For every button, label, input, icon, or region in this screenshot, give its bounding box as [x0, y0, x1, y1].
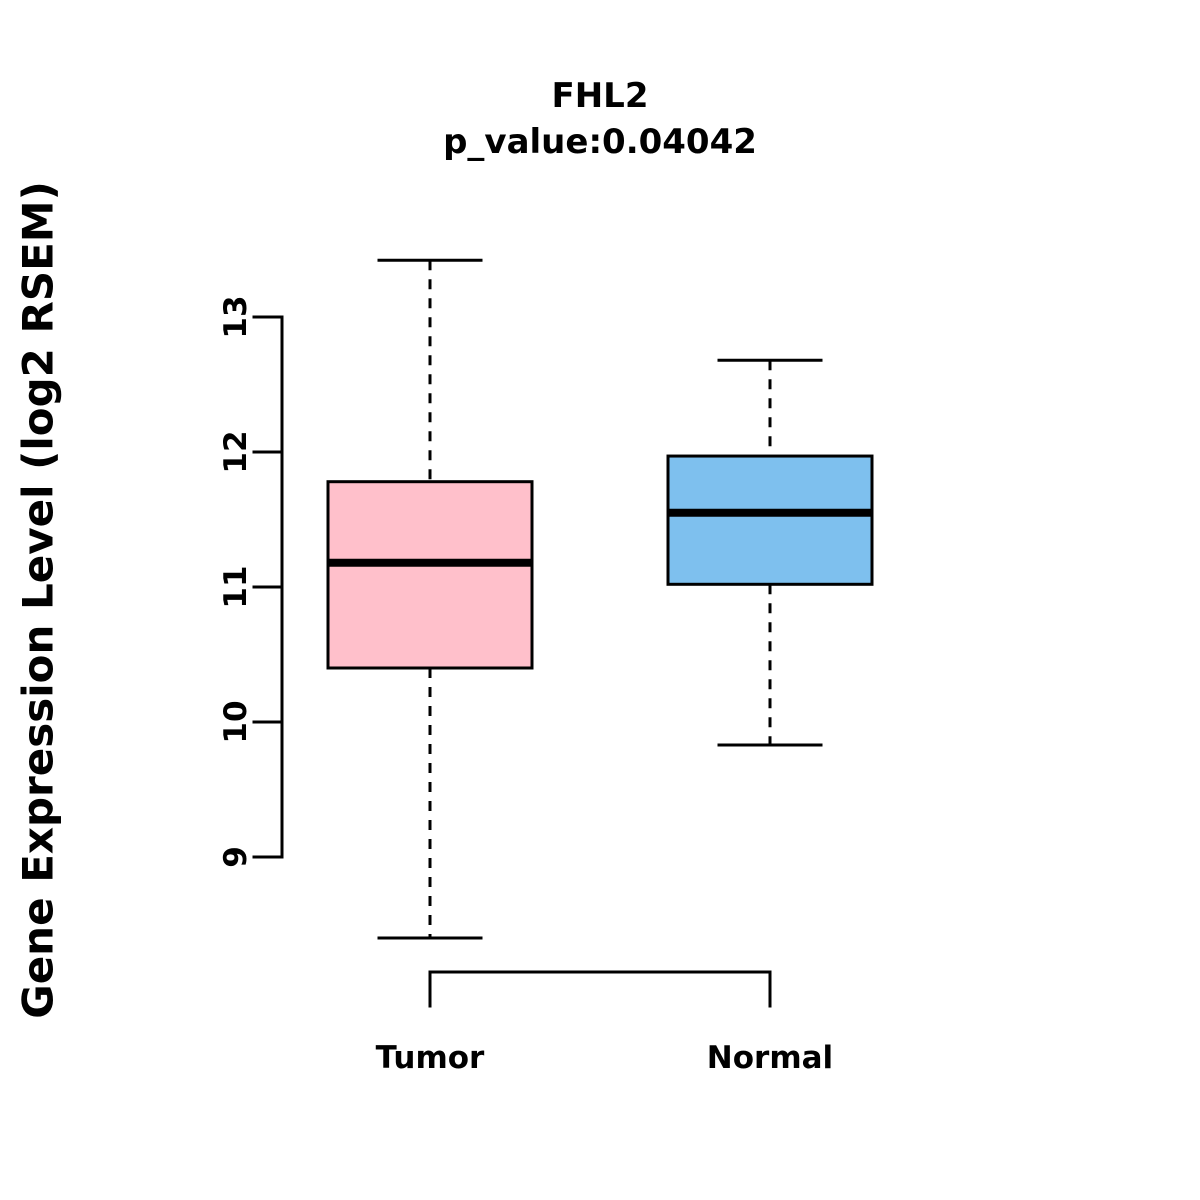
chart-title: FHL2 [551, 76, 649, 116]
y-tick-label: 9 [218, 846, 254, 868]
y-tick-label: 12 [218, 430, 254, 473]
iqr-box-normal [666, 454, 874, 586]
chart-subtitle-pvalue: p_value:0.04042 [443, 122, 757, 162]
x-category-label-tumor: Tumor [375, 1040, 485, 1076]
y-tick-label: 10 [218, 700, 254, 743]
y-tick-label: 11 [218, 565, 254, 608]
y-tick-label: 13 [218, 295, 254, 338]
iqr-box-tumor [326, 480, 534, 670]
x-category-label-normal: Normal [706, 1040, 834, 1076]
